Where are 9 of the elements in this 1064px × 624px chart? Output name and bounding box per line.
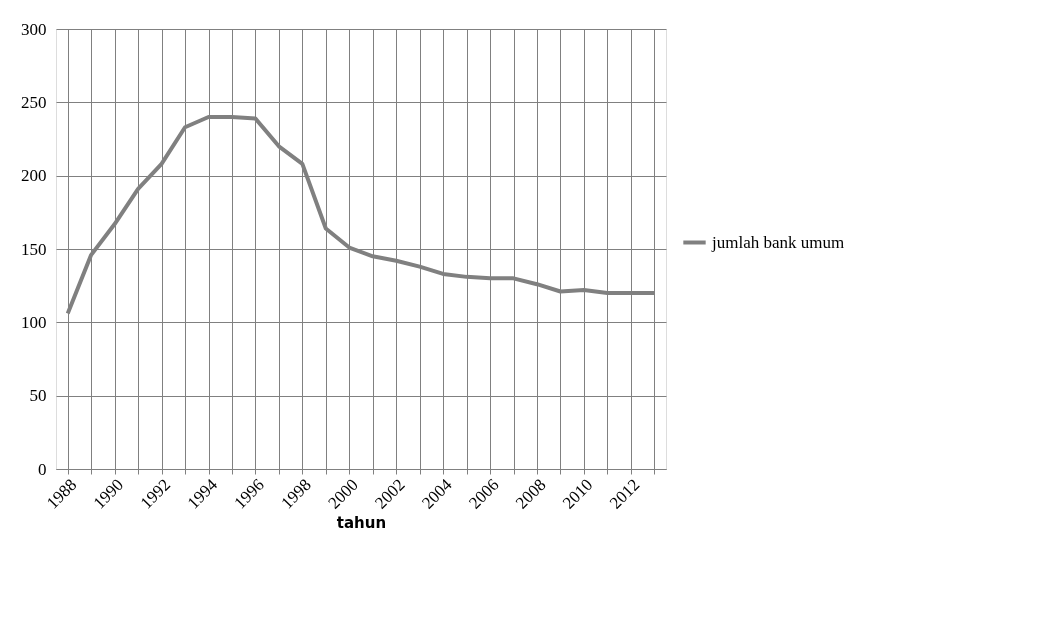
y-tick-label: 300: [21, 19, 47, 39]
y-tick-label: 150: [21, 239, 47, 259]
y-tick-label: 200: [21, 166, 47, 186]
legend-label: jumlah bank umum: [711, 232, 845, 252]
y-tick-label: 0: [38, 459, 47, 479]
y-tick-label: 50: [29, 386, 47, 406]
x-axis-title: tahun: [336, 513, 387, 532]
y-tick-label: 100: [21, 312, 47, 332]
y-tick-label: 250: [21, 92, 47, 112]
